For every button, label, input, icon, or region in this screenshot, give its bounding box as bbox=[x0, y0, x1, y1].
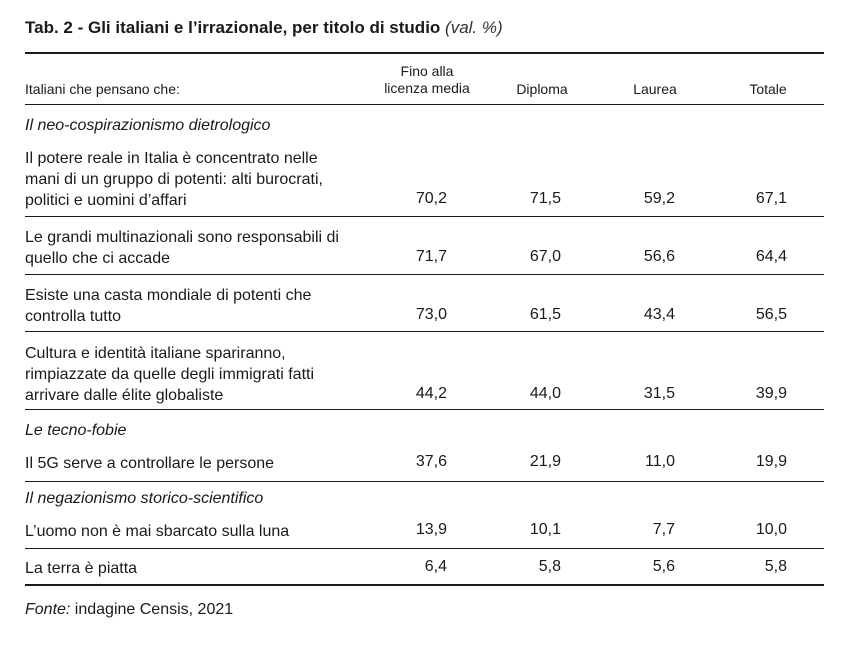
table-title-main: Tab. 2 - Gli italiani e l’irrazionale, p… bbox=[25, 18, 441, 37]
cell-value: 31,5 bbox=[643, 385, 675, 402]
cell-value: 11,0 bbox=[645, 453, 675, 470]
row-label-line: quello che ci accade bbox=[25, 250, 170, 267]
row-label-line: La terra è piatta bbox=[25, 560, 138, 577]
cell-value: 56,6 bbox=[643, 248, 675, 265]
header-col-totale: Totale bbox=[749, 81, 787, 97]
row-divider bbox=[25, 548, 824, 549]
cell-value: 5,8 bbox=[764, 558, 787, 575]
cell-value: 13,9 bbox=[415, 521, 447, 538]
bottom-rule bbox=[25, 584, 824, 586]
row-label: L’uomo non è mai sbarcato sulla luna bbox=[25, 521, 385, 542]
cell-value: 56,5 bbox=[755, 306, 787, 323]
row-divider bbox=[25, 216, 824, 217]
row-label: Il 5G serve a controllare le persone bbox=[25, 453, 385, 474]
cell-value: 71,7 bbox=[415, 248, 447, 265]
cell-value: 67,1 bbox=[755, 190, 787, 207]
header-row-label: Italiani che pensano che: bbox=[25, 81, 180, 97]
header-col-laurea: Laurea bbox=[633, 81, 677, 97]
header-col-licenza: Fino alla licenza media bbox=[372, 63, 482, 97]
cell-value: 19,9 bbox=[755, 453, 787, 470]
row-label-line: rimpiazzate da quelle degli immigrati fa… bbox=[25, 366, 315, 383]
header-col-diploma: Diploma bbox=[516, 81, 568, 97]
cell-value: 21,9 bbox=[529, 453, 561, 470]
cell-value: 10,0 bbox=[755, 521, 787, 538]
section-heading: Il negazionismo storico-scientifico bbox=[25, 490, 264, 507]
cell-value: 43,4 bbox=[643, 306, 675, 323]
cell-value: 71,5 bbox=[529, 190, 561, 207]
cell-value: 7,7 bbox=[652, 521, 675, 538]
header-rule bbox=[25, 104, 824, 105]
row-label-line: Cultura e identità italiane spariranno, bbox=[25, 345, 286, 362]
cell-value: 70,2 bbox=[415, 190, 447, 207]
row-label-line: mani di un gruppo di potenti: alti buroc… bbox=[25, 171, 323, 188]
row-divider bbox=[25, 331, 824, 332]
row-label: Cultura e identità italiane spariranno, r… bbox=[25, 343, 385, 406]
row-label-line: Il potere reale in Italia è concentrato … bbox=[25, 150, 318, 167]
cell-value: 64,4 bbox=[755, 248, 787, 265]
row-label: Le grandi multinazionali sono responsabi… bbox=[25, 227, 385, 269]
cell-value: 73,0 bbox=[415, 306, 447, 323]
header-col-licenza-line1: Fino alla bbox=[400, 63, 454, 79]
row-divider bbox=[25, 481, 824, 482]
cell-value: 59,2 bbox=[643, 190, 675, 207]
row-label-line: Le grandi multinazionali sono responsabi… bbox=[25, 229, 339, 246]
source-note: Fonte: indagine Censis, 2021 bbox=[25, 601, 233, 619]
row-label: La terra è piatta bbox=[25, 558, 385, 579]
cell-value: 5,8 bbox=[538, 558, 561, 575]
row-label-line: arrivare dalle élite globaliste bbox=[25, 387, 224, 404]
cell-value: 37,6 bbox=[415, 453, 447, 470]
row-divider bbox=[25, 274, 824, 275]
row-label: Esiste una casta mondiale di potenti che… bbox=[25, 285, 385, 327]
cell-value: 10,1 bbox=[529, 521, 561, 538]
cell-value: 61,5 bbox=[529, 306, 561, 323]
table-title-unit: (val. %) bbox=[445, 18, 503, 37]
cell-value: 44,0 bbox=[529, 385, 561, 402]
cell-value: 39,9 bbox=[755, 385, 787, 402]
cell-value: 44,2 bbox=[415, 385, 447, 402]
row-label-line: Il 5G serve a controllare le persone bbox=[25, 455, 275, 472]
row-label: Il potere reale in Italia è concentrato … bbox=[25, 148, 385, 211]
row-divider bbox=[25, 409, 824, 410]
cell-value: 67,0 bbox=[529, 248, 561, 265]
source-text: indagine Censis, 2021 bbox=[70, 601, 234, 618]
table-title: Tab. 2 - Gli italiani e l’irrazionale, p… bbox=[25, 18, 503, 38]
header-col-licenza-line2: licenza media bbox=[384, 80, 470, 96]
section-heading: Le tecno-fobie bbox=[25, 422, 127, 439]
row-label-line: controlla tutto bbox=[25, 308, 122, 325]
cell-value: 5,6 bbox=[652, 558, 675, 575]
source-prefix: Fonte: bbox=[25, 601, 71, 618]
top-rule bbox=[25, 52, 824, 54]
section-heading: Il neo-cospirazionismo dietrologico bbox=[25, 117, 271, 134]
row-label-line: L’uomo non è mai sbarcato sulla luna bbox=[25, 523, 290, 540]
cell-value: 6,4 bbox=[424, 558, 447, 575]
row-label-line: politici e uomini d’affari bbox=[25, 192, 187, 209]
row-label-line: Esiste una casta mondiale di potenti che bbox=[25, 287, 312, 304]
